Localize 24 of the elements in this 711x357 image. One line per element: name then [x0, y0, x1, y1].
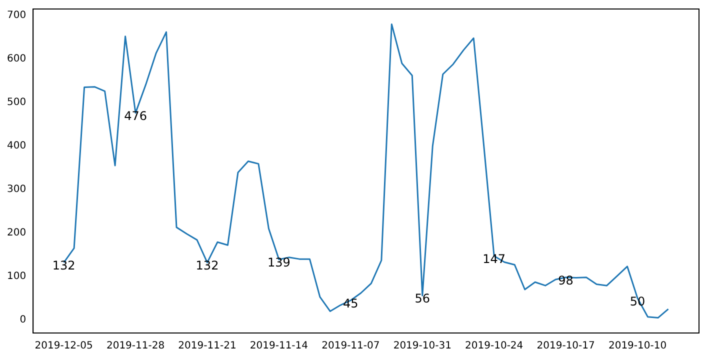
x-tick-label: 2019-10-10 — [608, 340, 667, 352]
data-label: 139 — [268, 256, 290, 270]
y-tick-label: 700 — [6, 10, 26, 22]
data-label: 132 — [196, 258, 219, 273]
data-label: 45 — [343, 296, 358, 311]
y-tick-label: 0 — [20, 314, 26, 326]
x-tick-label: 2019-10-24 — [465, 340, 524, 352]
x-tick-label: 2019-10-17 — [536, 340, 595, 352]
y-tick-label: 300 — [6, 184, 26, 196]
data-label: 132 — [52, 258, 76, 273]
x-tick-label: 2019-11-28 — [106, 340, 165, 352]
data-label: 98 — [558, 273, 574, 288]
y-tick-label: 100 — [6, 271, 26, 282]
y-tick-label: 500 — [6, 97, 26, 108]
y-tick-label: 600 — [6, 54, 26, 65]
data-label: 56 — [414, 292, 430, 306]
x-tick-label: 2019-10-31 — [393, 340, 452, 352]
x-tick-label: 2019-12-05 — [34, 340, 93, 352]
x-tick-label: 2019-11-14 — [250, 340, 308, 352]
data-label: 476 — [124, 109, 147, 124]
x-tick-label: 2019-11-21 — [178, 340, 236, 352]
x-tick-label: 2019-11-07 — [322, 340, 380, 352]
y-tick-label: 400 — [6, 140, 26, 152]
y-tick-label: 200 — [6, 228, 26, 239]
